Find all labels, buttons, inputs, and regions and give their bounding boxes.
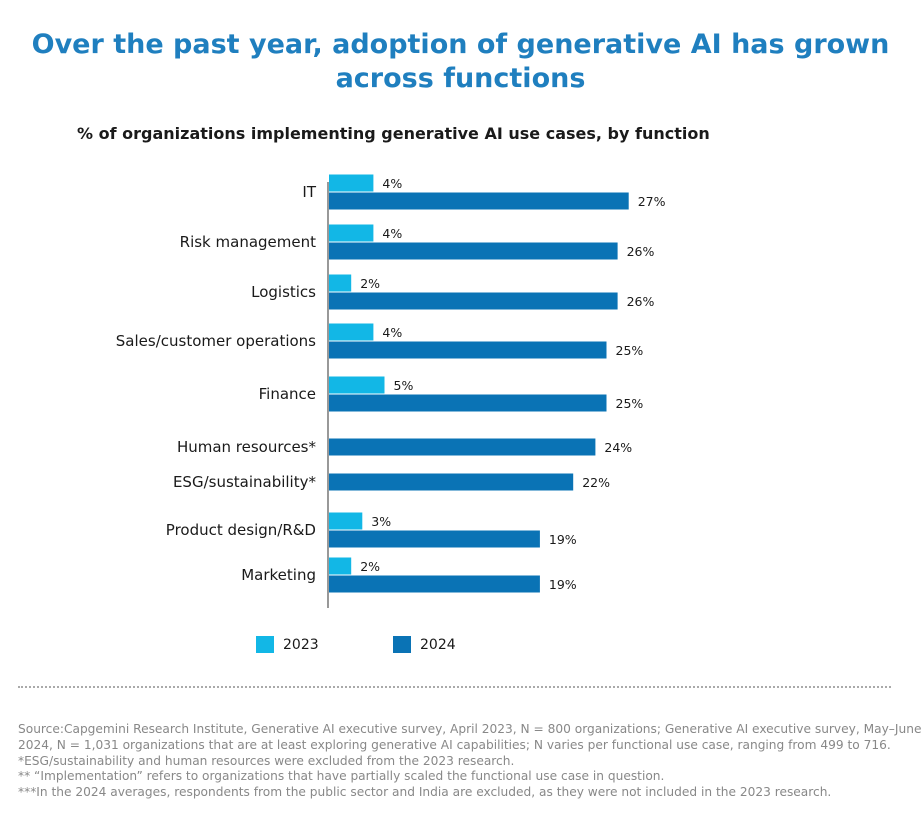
bar-2023 — [329, 274, 352, 292]
divider — [18, 686, 891, 688]
bar-2024 — [329, 473, 574, 491]
data-label-2023: 2% — [360, 559, 380, 574]
category-label: Logistics — [251, 283, 316, 301]
data-label-2024: 24% — [604, 440, 632, 455]
category-label: Product design/R&D — [166, 521, 316, 539]
bar-2024 — [329, 292, 618, 310]
bar-2023 — [329, 376, 385, 394]
chart-title-block: Over the past year, adoption of generati… — [0, 28, 921, 96]
bar-2023 — [329, 174, 374, 192]
category-label: Marketing — [241, 566, 316, 584]
title-line-2: across functions — [335, 63, 586, 94]
legend-item-2024: 2024 — [393, 636, 456, 653]
category-label: Sales/customer operations — [116, 332, 316, 350]
data-label-2024: 19% — [549, 577, 577, 592]
bar-2024 — [329, 242, 618, 260]
bar-2024 — [329, 341, 607, 359]
source-notes: Source:Capgemini Research Institute, Gen… — [18, 722, 921, 801]
data-label-2023: 3% — [371, 514, 391, 529]
bar-2023 — [329, 323, 374, 341]
category-label: IT — [302, 183, 316, 201]
legend-swatch-2023 — [256, 636, 274, 653]
bar-2023 — [329, 557, 352, 575]
footnote-line: ** “Implementation” refers to organizati… — [18, 769, 665, 784]
data-label-2024: 22% — [582, 475, 610, 490]
data-label-2024: 27% — [638, 194, 666, 209]
bar-chart: IT 4% 27% Risk management 4% 26% Logistics 2% 26… — [116, 174, 666, 608]
bar-2024 — [329, 575, 540, 593]
bar-2024 — [329, 530, 540, 548]
footnote-line: Source:Capgemini Research Institute, Gen… — [18, 722, 921, 736]
category-label: Human resources* — [177, 438, 317, 456]
data-label-2024: 19% — [549, 532, 577, 547]
data-label-2024: 25% — [616, 343, 644, 358]
legend-label-2023: 2023 — [283, 636, 319, 653]
bar-2024 — [329, 438, 596, 456]
footnote-line: ***In the 2024 averages, respondents fro… — [18, 785, 832, 800]
legend-item-2023: 2023 — [256, 636, 319, 653]
data-label-2023: 4% — [382, 176, 402, 191]
data-label-2024: 26% — [627, 244, 655, 259]
category-label: Risk management — [180, 233, 316, 251]
category-label: Finance — [259, 385, 316, 403]
data-label-2023: 2% — [360, 276, 380, 291]
bar-2023 — [329, 224, 374, 242]
data-label-2023: 4% — [382, 226, 402, 241]
bar-2024 — [329, 394, 607, 412]
legend-swatch-2024 — [393, 636, 411, 653]
chart-subtitle: % of organizations implementing generati… — [77, 124, 710, 143]
data-label-2024: 26% — [627, 294, 655, 309]
legend-label-2024: 2024 — [420, 636, 456, 653]
footnote-line: 2024, N = 1,031 organizations that are a… — [18, 737, 891, 752]
data-label-2023: 4% — [382, 325, 402, 340]
data-label-2023: 5% — [394, 378, 414, 393]
footnote-line: *ESG/sustainability and human resources … — [18, 753, 515, 768]
data-label-2024: 25% — [616, 396, 644, 411]
category-label: ESG/sustainability* — [173, 473, 317, 491]
bar-2024 — [329, 192, 629, 210]
title-line-1: Over the past year, adoption of generati… — [31, 29, 890, 60]
bar-2023 — [329, 512, 363, 530]
